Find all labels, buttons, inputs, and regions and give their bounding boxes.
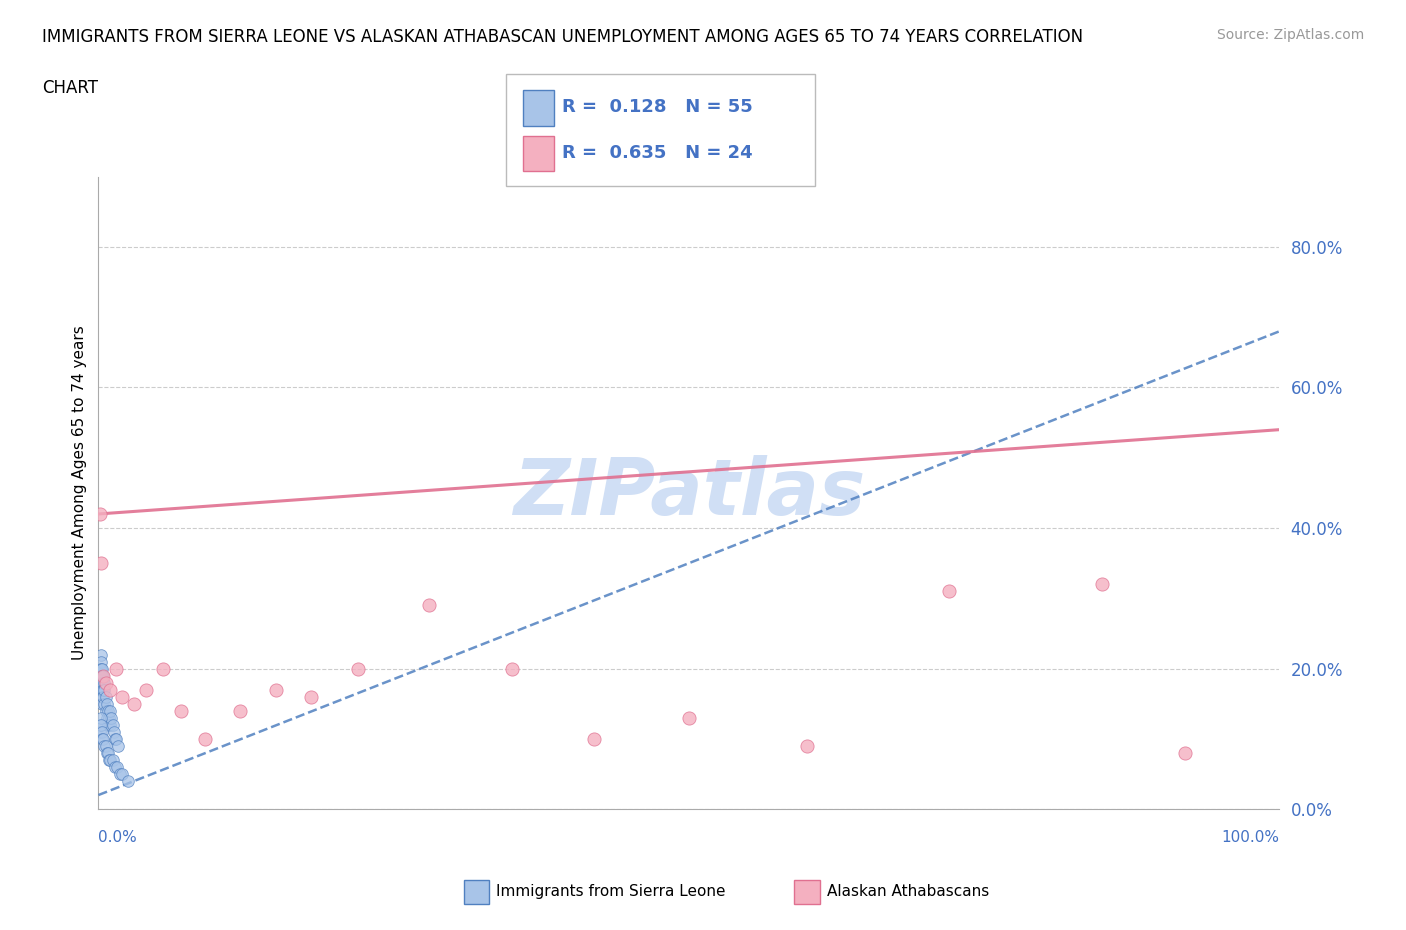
Text: Source: ZipAtlas.com: Source: ZipAtlas.com [1216, 28, 1364, 42]
Point [101, 717, 124, 732]
Point [91, 668, 114, 683]
Point [98, 683, 121, 698]
Point [91, 668, 114, 683]
Text: CHART: CHART [42, 79, 98, 97]
Point [103, 724, 125, 739]
Point [91, 697, 114, 711]
Text: 100.0%: 100.0% [1222, 830, 1279, 844]
Text: ZIPatlas: ZIPatlas [513, 455, 865, 531]
Point [94, 703, 117, 718]
Point [96, 746, 118, 761]
Point [90, 717, 112, 732]
Point [264, 683, 287, 698]
Point [90, 654, 112, 669]
Point [90, 711, 112, 725]
Text: R =  0.635   N = 24: R = 0.635 N = 24 [562, 144, 754, 163]
Point [229, 703, 252, 718]
Point [98, 711, 121, 725]
Point [152, 661, 174, 676]
Point [583, 731, 606, 746]
Point [796, 738, 818, 753]
Point [347, 661, 370, 676]
Text: R =  0.128   N = 55: R = 0.128 N = 55 [562, 98, 754, 116]
Text: 0.0%: 0.0% [98, 830, 138, 844]
Point [91, 724, 114, 739]
Point [91, 689, 114, 704]
Point [117, 774, 139, 789]
Point [170, 703, 193, 718]
Point [101, 752, 124, 767]
Text: Immigrants from Sierra Leone: Immigrants from Sierra Leone [496, 884, 725, 899]
Point [91, 731, 114, 746]
Point [91, 675, 114, 690]
Point [194, 731, 217, 746]
Point [93, 738, 115, 753]
Point [89, 683, 111, 698]
Point [94, 675, 117, 690]
Point [96, 697, 118, 711]
Point [98, 752, 121, 767]
Point [90, 675, 112, 690]
Point [89, 661, 111, 676]
Point [91, 683, 114, 698]
Point [135, 683, 157, 698]
Point [122, 697, 145, 711]
Point [97, 703, 120, 718]
Point [105, 731, 128, 746]
Point [96, 711, 118, 725]
Point [98, 703, 121, 718]
Point [91, 668, 114, 683]
Point [89, 724, 111, 739]
Point [108, 766, 131, 781]
Point [93, 675, 115, 690]
Point [90, 668, 112, 683]
Point [97, 746, 120, 761]
Point [105, 661, 128, 676]
Point [89, 668, 111, 683]
Point [91, 683, 114, 698]
Point [94, 689, 117, 704]
Point [90, 647, 112, 662]
Y-axis label: Unemployment Among Ages 65 to 74 years: Unemployment Among Ages 65 to 74 years [72, 326, 87, 660]
Point [104, 731, 127, 746]
Text: IMMIGRANTS FROM SIERRA LEONE VS ALASKAN ATHABASCAN UNEMPLOYMENT AMONG AGES 65 TO: IMMIGRANTS FROM SIERRA LEONE VS ALASKAN … [42, 28, 1083, 46]
Point [93, 697, 115, 711]
Point [104, 760, 127, 775]
Text: Alaskan Athabascans: Alaskan Athabascans [827, 884, 988, 899]
Point [94, 738, 117, 753]
Point [91, 689, 114, 704]
Point [1174, 746, 1197, 761]
Point [938, 584, 960, 599]
Point [105, 760, 128, 775]
Point [100, 711, 122, 725]
Point [98, 752, 121, 767]
Point [97, 717, 120, 732]
Point [111, 766, 134, 781]
Point [1091, 577, 1114, 591]
Point [91, 731, 114, 746]
Point [678, 711, 700, 725]
Point [98, 717, 121, 732]
Point [90, 556, 112, 571]
Point [111, 689, 134, 704]
Point [90, 661, 112, 676]
Point [501, 661, 523, 676]
Point [93, 683, 115, 698]
Point [91, 661, 114, 676]
Point [89, 717, 111, 732]
Point [299, 689, 322, 704]
Point [418, 598, 440, 613]
Point [89, 507, 111, 522]
Point [107, 738, 129, 753]
Point [89, 675, 111, 690]
